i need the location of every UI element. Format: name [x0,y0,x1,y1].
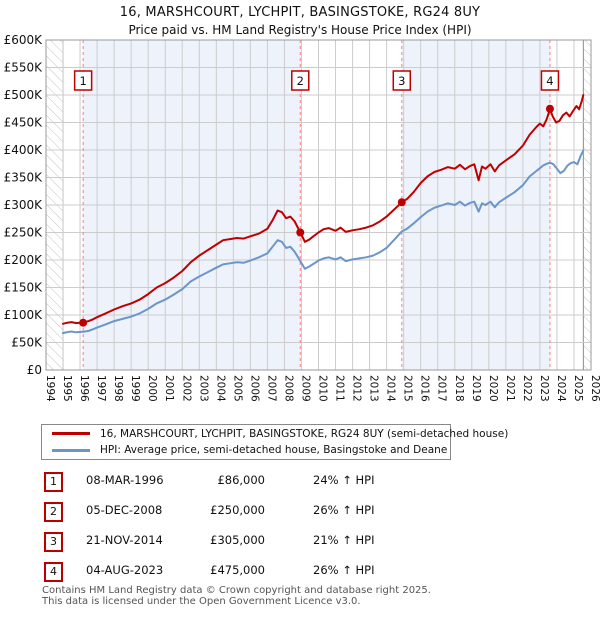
y-axis-label: £0 [27,363,42,377]
sale-badge: 2 [291,70,310,91]
x-axis-label: 2013 [368,375,380,402]
sale-price: £475,000 [210,563,265,577]
x-axis-label: 2018 [453,375,465,402]
sale-price: £86,000 [217,473,265,487]
svg-text:1: 1 [79,74,86,88]
sale-date: 21-NOV-2014 [86,533,163,547]
x-axis-label: 1998 [112,375,124,402]
y-axis-label: £250K [4,226,44,240]
hpi-line [62,149,585,335]
sale-price: £305,000 [210,533,265,547]
sale-row: 2 05-DEC-2008 £250,000 26% ↑ HPI [40,498,580,528]
y-axis-label: £300K [4,198,44,212]
legend-line-sample [52,448,90,452]
x-axis-label: 1995 [61,375,73,402]
sale-number-badge: 1 [44,472,63,492]
x-axis-label: 2024 [555,375,567,402]
y-axis-label: £350K [4,171,44,185]
plot-border [45,39,592,371]
y-axis-label: £200K [4,253,44,267]
sale-marker [545,104,554,113]
y-axis-label: £400K [4,143,44,157]
legend-item: HPI: Average price, semi-detached house,… [42,444,450,458]
x-axis-label: 2004 [214,375,226,402]
y-axis-label: £500K [4,88,44,102]
x-axis-label: 1997 [95,375,107,402]
sale-number-badge: 4 [44,562,63,582]
x-axis-label: 2020 [487,375,499,402]
property-price-line [62,94,585,325]
sale-price: £250,000 [210,503,265,517]
y-axis-label: £150K [4,281,44,295]
legend-label: HPI: Average price, semi-detached house,… [100,444,448,457]
x-axis-label: 2003 [197,375,209,402]
x-axis-label: 2008 [282,375,294,402]
x-axis-label: 2015 [402,375,414,402]
footer: Contains HM Land Registry data © Crown c… [42,585,431,607]
x-axis-label: 2009 [299,375,311,402]
x-axis-label: 2000 [146,375,158,402]
y-axis-label: £50K [11,336,43,350]
page-title: 16, MARSHCOURT, LYCHPIT, BASINGSTOKE, RG… [119,5,481,20]
sale-vs-hpi: 26% ↑ HPI [313,563,375,577]
x-axis-label: 2007 [265,375,277,402]
x-axis-label: 2001 [163,375,175,402]
x-axis-label: 2010 [317,375,329,402]
sale-badge: 4 [540,70,560,91]
x-axis-label: 2022 [521,375,533,402]
sale-number-badge: 3 [44,532,63,552]
svg-text:2: 2 [297,74,304,88]
sale-vs-hpi: 26% ↑ HPI [313,503,375,517]
sale-marker [397,198,406,207]
x-axis-label: 1996 [78,375,90,402]
x-axis-label: 2014 [385,375,397,402]
sale-row: 1 08-MAR-1996 £86,000 24% ↑ HPI [40,468,580,498]
x-axis-label: 2023 [538,375,550,402]
sale-vs-hpi: 24% ↑ HPI [313,473,375,487]
x-axis-label: 2012 [351,375,363,402]
y-axis-label: £100K [4,308,44,322]
sale-date: 04-AUG-2023 [86,563,164,577]
legend-line-sample [52,432,90,436]
sale-marker [296,228,305,237]
x-axis-label: 2017 [436,375,448,402]
chart-legend: 16, MARSHCOURT, LYCHPIT, BASINGSTOKE, RG… [41,424,508,460]
footer-licence: This data is licensed under the Open Gov… [42,596,361,607]
sale-row: 3 21-NOV-2014 £305,000 21% ↑ HPI [40,528,580,558]
svg-text:4: 4 [546,74,553,88]
x-axis-label: 1994 [44,375,56,402]
sale-badge: 1 [73,70,93,91]
x-axis-label: 2006 [248,375,260,402]
x-axis-label: 2021 [504,375,516,402]
sale-badge: 3 [392,70,412,91]
x-axis-label: 2026 [589,375,600,402]
price-history-chart: 1 2 3 4 £0 £50K £100K £150K £200K £250K £300K £350K… [4,33,600,402]
x-axis-label: 2016 [419,375,431,402]
sale-date: 08-MAR-1996 [86,473,164,487]
legend-label: 16, MARSHCOURT, LYCHPIT, BASINGSTOKE, RG… [100,427,509,440]
x-axis-label: 2019 [470,375,482,402]
sale-vs-hpi: 21% ↑ HPI [313,533,375,547]
x-axis-label: 2025 [572,375,584,402]
sale-date: 05-DEC-2008 [86,503,163,517]
page-subtitle: Price paid vs. HM Land Registry's House … [128,23,472,37]
sale-row: 4 04-AUG-2023 £475,000 26% ↑ HPI [40,558,580,588]
sales-table: 1 08-MAR-1996 £86,000 24% ↑ HPI 2 05-DEC-2008… [40,468,580,588]
x-axis-label: 2005 [231,375,243,402]
x-axis-label: 1999 [129,375,141,402]
sale-marker [79,318,88,327]
svg-text:3: 3 [398,74,405,88]
y-axis-label: £450K [4,116,44,130]
x-axis-label: 2002 [180,375,192,402]
legend-item: 16, MARSHCOURT, LYCHPIT, BASINGSTOKE, RG… [42,427,508,441]
y-axis-label: £550K [4,61,44,75]
footer-copyright: Contains HM Land Registry data © Crown c… [42,585,431,596]
y-axis-label: £600K [4,33,44,47]
sale-number-badge: 2 [44,502,63,522]
x-axis-label: 2011 [334,375,346,402]
